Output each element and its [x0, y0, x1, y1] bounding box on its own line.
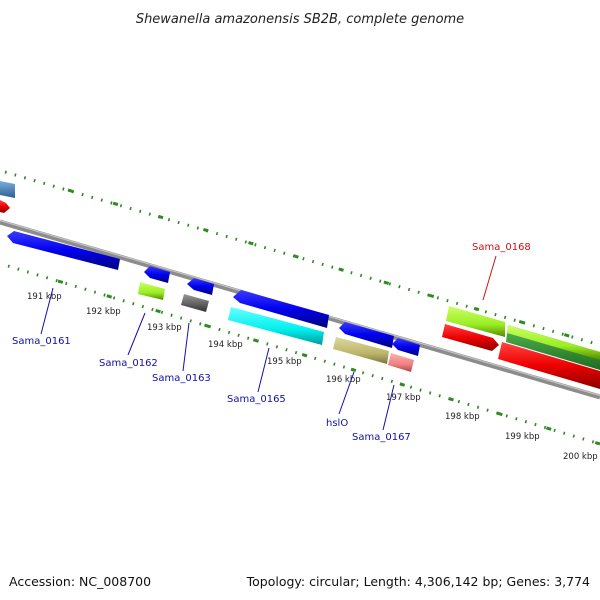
- gene-arrow-steelblue: [0, 181, 15, 198]
- tick-label-198: 198 kbp: [445, 412, 480, 422]
- tick-label-195: 195 kbp: [267, 357, 302, 367]
- tick-label-192: 192 kbp: [86, 307, 121, 317]
- tick-label-200: 200 kbp: [563, 452, 598, 462]
- map-title: Shewanella amazonensis SB2B, complete ge…: [136, 12, 464, 27]
- gene-label-sama-0168: Sama_0168: [472, 242, 531, 253]
- gene-label-sama-0161: Sama_0161: [12, 336, 71, 347]
- leader-sama-0163: [182, 322, 190, 372]
- gene-arrow-blue-0162: [144, 266, 170, 283]
- gene-arrow-blue-0167: [392, 338, 420, 356]
- tick-label-197: 197 kbp: [386, 393, 421, 403]
- leader-sama-0161: [40, 287, 54, 335]
- gene-arrow-salmon-0167: [388, 353, 414, 372]
- tick-label-199: 199 kbp: [505, 432, 540, 442]
- gene-arrow-red-0168: [442, 324, 499, 351]
- gene-label-sama-0163: Sama_0163: [152, 373, 211, 384]
- gene-arrow-blue-hslO: [339, 322, 394, 348]
- accession-text: Accession: NC_008700: [9, 574, 151, 589]
- leader-sama-0162: [127, 312, 146, 356]
- gene-arrow-red-left: [0, 200, 10, 213]
- gene-arrow-khaki-hslO: [333, 337, 389, 364]
- leader-sama-0167: [382, 384, 395, 431]
- tick-label-196: 196 kbp: [326, 375, 361, 385]
- gene-label-hslO: hslO: [326, 418, 348, 429]
- tick-label-194: 194 kbp: [208, 340, 243, 350]
- gene-arrow-gray-0163: [181, 294, 209, 312]
- tick-label-191: 191 kbp: [27, 292, 62, 302]
- reverse-strand-genes: [0, 200, 600, 389]
- gene-label-sama-0165: Sama_0165: [227, 394, 286, 405]
- gene-label-sama-0162: Sama_0162: [99, 358, 158, 369]
- gene-arrow-red-right: [498, 342, 600, 389]
- gene-label-sama-0167: Sama_0167: [352, 432, 411, 443]
- gene-arrow-cyan-0165: [228, 307, 324, 345]
- leader-sama-0165: [257, 347, 270, 393]
- gene-arrow-lime-0162: [138, 282, 165, 300]
- gene-labels: Sama_0161 Sama_0162 Sama_0163 Sama_0165 …: [12, 242, 531, 443]
- genome-summary-text: Topology: circular; Length: 4,306,142 bp…: [246, 574, 590, 589]
- gene-arrow-blue-0163: [187, 278, 214, 295]
- leader-hslO: [338, 371, 355, 415]
- tick-label-193: 193 kbp: [147, 323, 182, 333]
- gene-label-leaders: [40, 255, 497, 431]
- gene-arrow-lime-right: [507, 325, 600, 360]
- gene-arrow-blue-0161: [7, 231, 120, 270]
- gene-arrow-lime-0168: [446, 306, 505, 337]
- leader-sama-0168: [482, 255, 497, 301]
- gene-arrow-blue-0165: [233, 290, 329, 328]
- forward-strand-genes: [0, 181, 600, 370]
- tick-labels: 191 kbp 192 kbp 193 kbp 194 kbp 195 kbp …: [27, 292, 598, 462]
